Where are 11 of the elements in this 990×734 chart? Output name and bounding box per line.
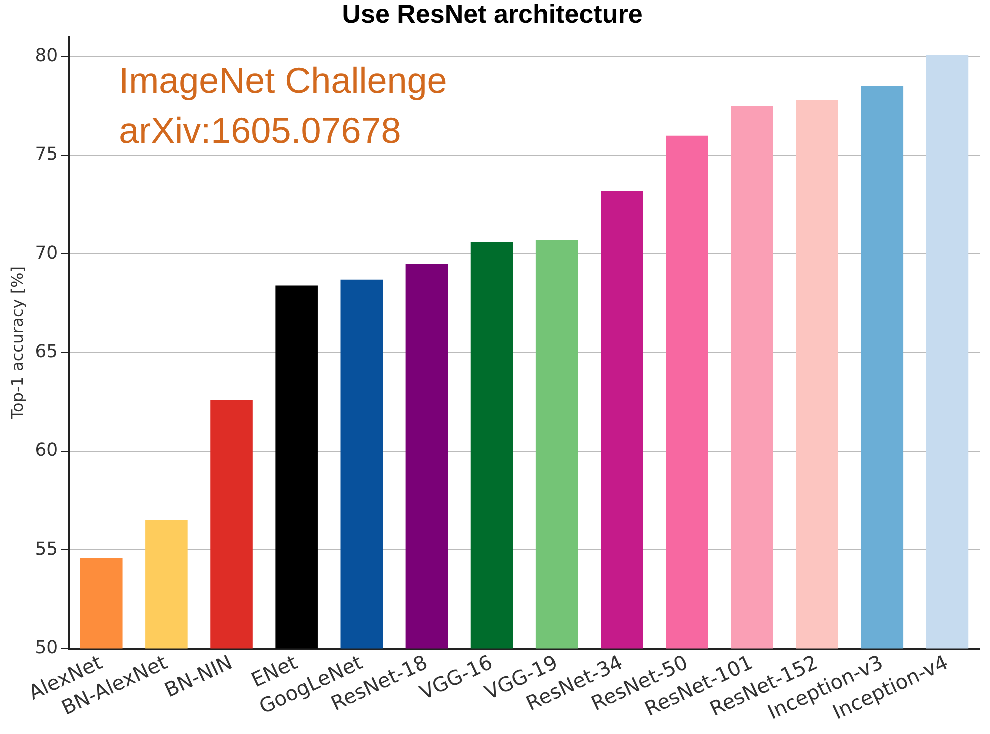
y-tick-label: 55 bbox=[35, 538, 58, 560]
y-tick-label: 75 bbox=[35, 144, 58, 166]
annotation: ImageNet Challenge bbox=[119, 60, 448, 102]
y-tick-label: 60 bbox=[35, 440, 58, 462]
y-axis-title: Top-1 accuracy [%] bbox=[8, 266, 27, 420]
chart-title: Use ResNet architecture bbox=[342, 0, 643, 29]
y-tick-label: 50 bbox=[35, 637, 58, 658]
y-tick-label: 80 bbox=[35, 46, 58, 67]
y-tick-label: 70 bbox=[35, 242, 58, 264]
annotation: arXiv:1605.07678 bbox=[119, 110, 402, 152]
y-tick-label: 65 bbox=[35, 342, 58, 363]
